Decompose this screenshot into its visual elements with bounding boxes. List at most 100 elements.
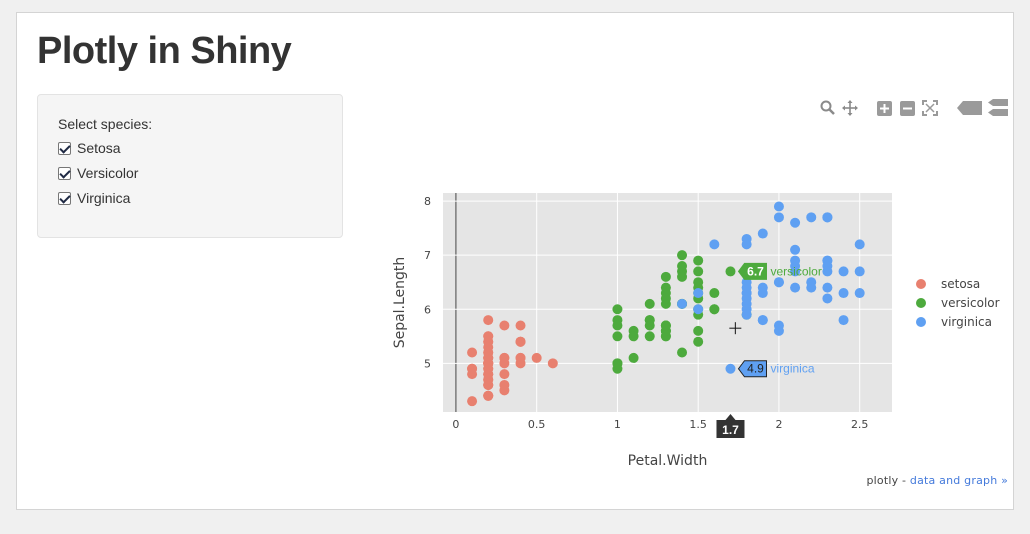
- hover-value-virginica: 4.9: [747, 362, 764, 376]
- zoom-out-icon[interactable]: [898, 99, 916, 117]
- versicolor-point: [660, 320, 671, 331]
- virginica-point: [838, 288, 849, 299]
- virginica-point: [773, 277, 784, 288]
- setosa-point: [483, 342, 494, 353]
- hover-labels: 6.7 versicolor 4.9 virginica 1.7: [716, 262, 822, 438]
- virginica-point: [790, 282, 801, 293]
- checkbox-virginica[interactable]: Virginica: [58, 189, 130, 207]
- versicolor-point: [612, 320, 623, 331]
- setosa-point: [467, 396, 478, 407]
- legend-marker-virginica: [916, 317, 926, 327]
- setosa-point: [483, 390, 494, 401]
- versicolor-point: [693, 325, 704, 336]
- versicolor-point: [628, 331, 639, 342]
- versicolor-point: [725, 266, 736, 277]
- x-tick-label: 1: [614, 418, 621, 431]
- virginica-point: [806, 212, 817, 223]
- versicolor-point: [628, 352, 639, 363]
- legend-label-virginica: virginica: [941, 315, 992, 329]
- setosa-point: [515, 320, 526, 331]
- pan-icon[interactable]: [840, 99, 860, 117]
- virginica-point: [757, 228, 768, 239]
- versicolor-point: [644, 320, 655, 331]
- virginica-point: [790, 244, 801, 255]
- legend-label-versicolor: versicolor: [941, 296, 1000, 310]
- virginica-point: [773, 212, 784, 223]
- checkbox-versicolor[interactable]: Versicolor: [58, 164, 138, 182]
- versicolor-point: [644, 298, 655, 309]
- checkbox-virginica-box[interactable]: [58, 191, 71, 205]
- virginica-point: [790, 266, 801, 277]
- hover-compare-icon[interactable]: [988, 99, 1008, 117]
- hover-value-versicolor: 6.7: [747, 264, 764, 278]
- legend-marker-setosa: [916, 279, 926, 289]
- setosa-point: [499, 320, 510, 331]
- virginica-point: [709, 239, 720, 250]
- virginica-point: [693, 304, 704, 315]
- virginica-point: [822, 212, 833, 223]
- versicolor-point: [644, 331, 655, 342]
- versicolor-point: [677, 347, 688, 358]
- setosa-point: [483, 379, 494, 390]
- page-title: Plotly in Shiny: [37, 30, 292, 72]
- x-tick-label: 1.5: [689, 418, 707, 431]
- hover-label-box-virginica: [737, 360, 767, 378]
- scatter-chart[interactable]: 0 0.5 1 1.5 2 2.5 5 6 7 8 6.7 versicolor 4.9 virgini…: [380, 185, 1010, 475]
- y-tick-label: 5: [424, 357, 431, 370]
- versicolor-point: [693, 255, 704, 266]
- virginica-point: [838, 315, 849, 326]
- setosa-point: [515, 352, 526, 363]
- checkbox-setosa[interactable]: Setosa: [58, 139, 121, 157]
- checkbox-setosa-label: Setosa: [77, 140, 121, 156]
- versicolor-point: [612, 304, 623, 315]
- axes: 0 0.5 1 1.5 2 2.5 5 6 7 8: [424, 195, 868, 431]
- checkbox-setosa-box[interactable]: [58, 141, 71, 155]
- versicolor-point: [709, 304, 720, 315]
- x-tick-label: 2.5: [851, 418, 869, 431]
- legend[interactable]: setosa versicolor virginica: [916, 277, 1000, 329]
- y-tick-label: 7: [424, 249, 431, 262]
- setosa-point: [515, 336, 526, 347]
- data-points: [467, 201, 865, 407]
- versicolor-point: [612, 358, 623, 369]
- versicolor-point: [677, 250, 688, 261]
- versicolor-point: [660, 271, 671, 282]
- versicolor-point: [693, 277, 704, 288]
- y-tick-label: 8: [424, 195, 431, 208]
- zoom-icon[interactable]: [818, 99, 838, 117]
- virginica-point: [693, 288, 704, 299]
- virginica-point: [822, 282, 833, 293]
- versicolor-point: [709, 288, 720, 299]
- virginica-point: [757, 288, 768, 299]
- checkbox-versicolor-box[interactable]: [58, 166, 71, 180]
- plotly-footer: plotly - data and graph »: [866, 474, 1008, 487]
- x-axis-label: Petal.Width: [628, 453, 708, 469]
- setosa-point: [499, 369, 510, 380]
- hover-closest-icon[interactable]: [957, 99, 983, 117]
- setosa-point: [531, 352, 542, 363]
- hover-x-label-box: [716, 414, 745, 438]
- checkbox-virginica-label: Virginica: [77, 190, 131, 206]
- x-tick-label: 2: [775, 418, 782, 431]
- zoom-in-icon[interactable]: [875, 99, 893, 117]
- versicolor-point: [693, 266, 704, 277]
- virginica-point: [741, 239, 752, 250]
- versicolor-point: [677, 261, 688, 271]
- data-and-graph-link[interactable]: data and graph »: [909, 474, 1008, 487]
- versicolor-point: [677, 271, 688, 282]
- virginica-point: [790, 255, 801, 266]
- virginica-point: [854, 266, 865, 277]
- hover-name-versicolor: versicolor: [770, 264, 821, 278]
- hover-label-box-versicolor: [737, 262, 767, 280]
- y-tick-label: 6: [424, 303, 431, 316]
- autoscale-icon[interactable]: [921, 99, 939, 117]
- y-axis-label: Sepal.Length: [392, 257, 408, 349]
- virginica-point: [677, 298, 688, 309]
- sidebar-panel: Select species: Setosa Versicolor Virgin…: [37, 94, 343, 238]
- virginica-point: [757, 315, 768, 326]
- versicolor-point: [612, 331, 623, 342]
- virginica-point: [773, 325, 784, 336]
- virginica-point: [822, 293, 833, 304]
- setosa-point: [483, 358, 494, 369]
- setosa-point: [547, 358, 558, 369]
